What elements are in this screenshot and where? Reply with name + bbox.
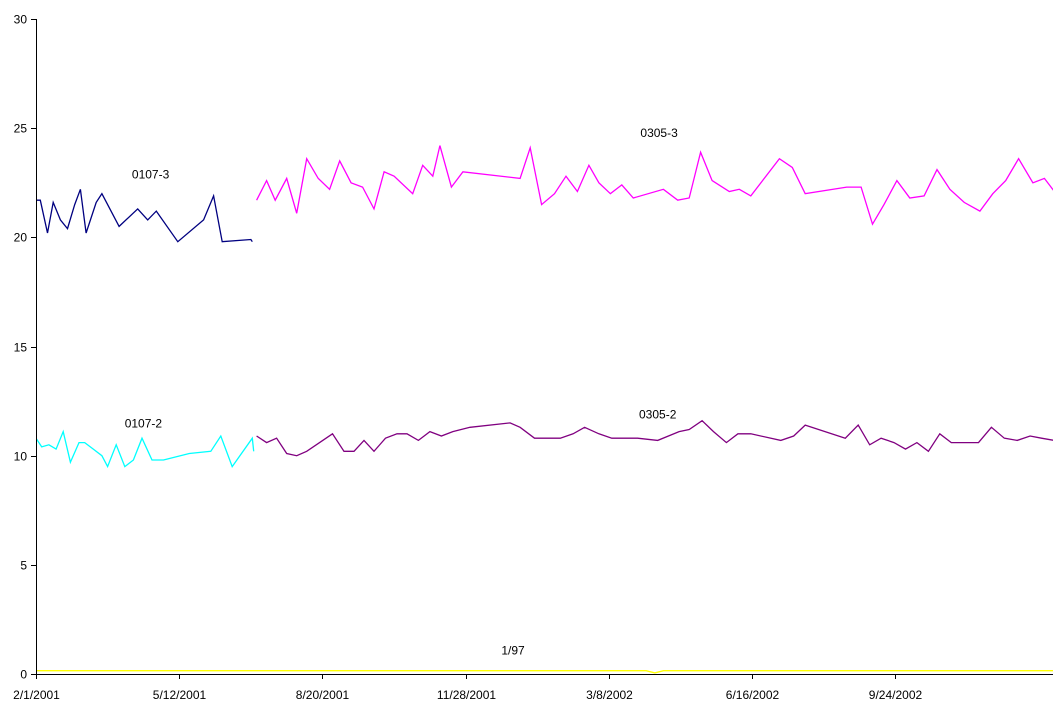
y-tick-label-5: 5 (20, 559, 27, 573)
x-tick-label-3-8-2002: 3/8/2002 (586, 688, 633, 702)
series-label-0107-2: 0107-2 (125, 416, 163, 430)
y-tick-label-20: 20 (14, 231, 28, 245)
x-tick-label-2-1-2001: 2/1/2001 (13, 688, 60, 702)
x-axis-ticks: 2/1/2001 5/12/2001 8/20/2001 11/28/2001 3/8/… (13, 674, 923, 702)
y-tick-label-0: 0 (20, 668, 27, 682)
series-layer (36, 145, 1053, 674)
y-axis-ticks: 0 5 10 15 20 25 30 (14, 13, 36, 682)
series-line-1-97 (36, 670, 1053, 674)
series-line-0305-3 (256, 145, 1053, 226)
x-tick-label-8-20-2001: 8/20/2001 (296, 688, 350, 702)
x-tick-label-9-24-2002: 9/24/2002 (869, 688, 923, 702)
series-labels: 0107-3 0305-3 0107-2 0305-2 1/97 (125, 126, 678, 658)
series-label-0305-2: 0305-2 (639, 408, 677, 422)
x-tick-label-5-12-2001: 5/12/2001 (153, 688, 207, 702)
y-tick-label-10: 10 (14, 450, 28, 464)
series-line-0305-2 (256, 419, 1053, 457)
y-tick-label-25: 25 (14, 122, 28, 136)
series-line-0107-2 (36, 429, 255, 469)
series-label-0107-3: 0107-3 (132, 167, 170, 181)
series-label-1-97: 1/97 (501, 643, 525, 657)
y-tick-label-15: 15 (14, 341, 28, 355)
x-tick-label-6-16-2002: 6/16/2002 (726, 688, 780, 702)
series-label-0305-3: 0305-3 (640, 126, 678, 140)
series-line-0107-3 (36, 189, 253, 243)
x-tick-label-11-28-2001: 11/28/2001 (437, 688, 496, 702)
y-tick-label-30: 30 (14, 13, 28, 27)
